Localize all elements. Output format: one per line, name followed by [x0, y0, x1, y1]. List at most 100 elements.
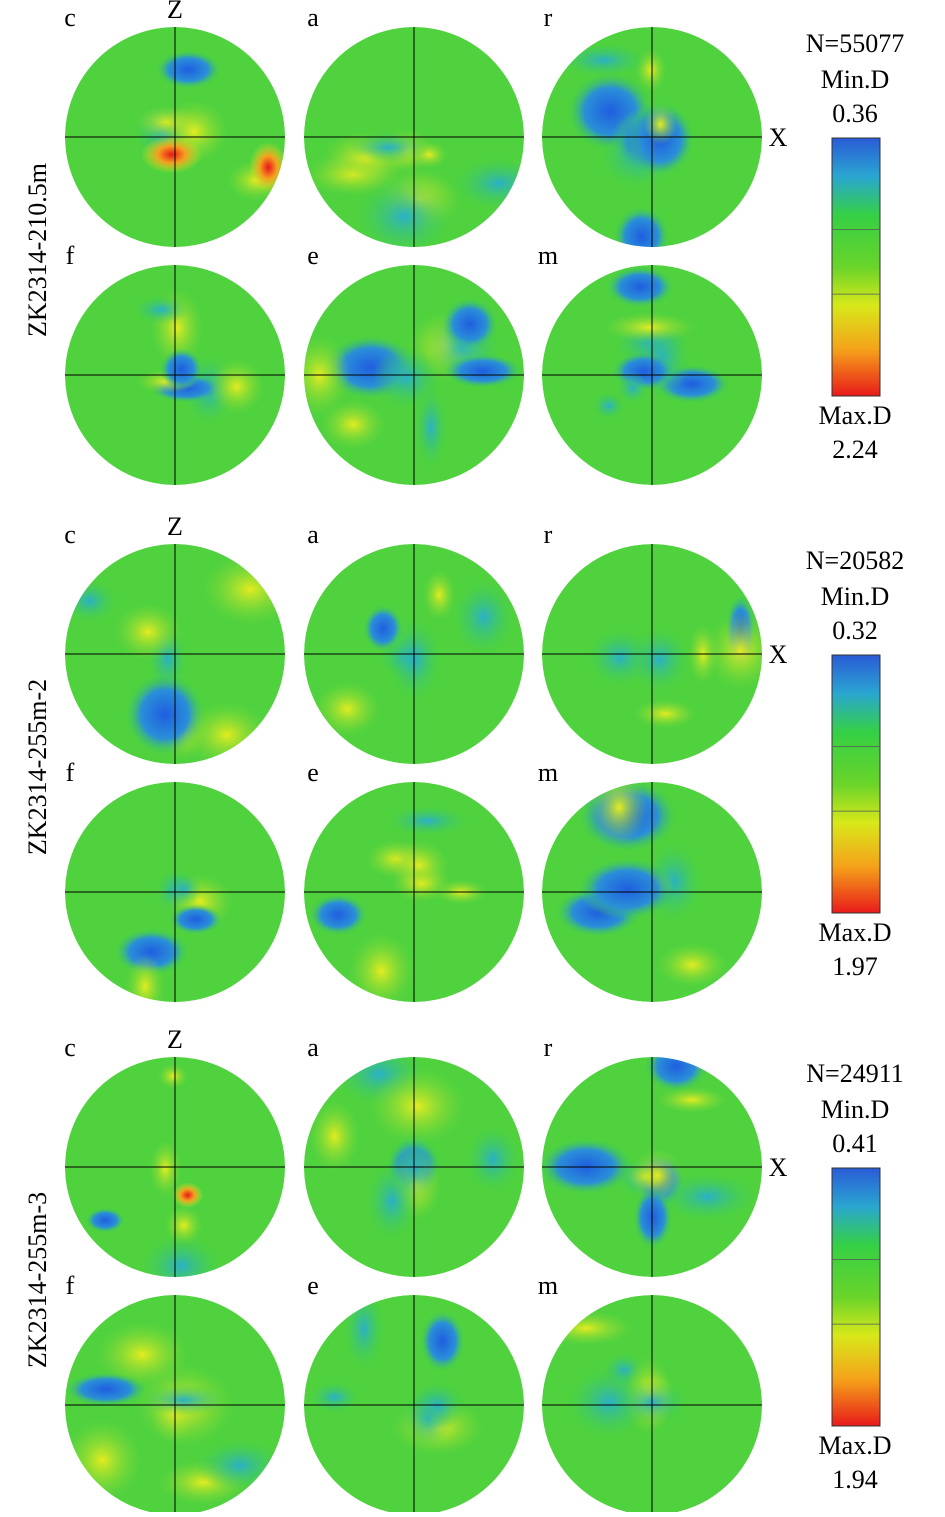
- density-blob: [613, 206, 670, 247]
- density-blob: [705, 611, 762, 691]
- density-blob: [140, 1234, 222, 1277]
- density-blob: [606, 266, 674, 308]
- density-blob: [309, 1381, 360, 1413]
- density-blob: [313, 681, 381, 737]
- density-blob: [387, 805, 469, 836]
- panel-label: f: [66, 1271, 75, 1300]
- z-label: Z: [167, 512, 183, 541]
- density-blob: [452, 579, 515, 656]
- density-blob: [304, 334, 351, 417]
- density-blob: [320, 399, 386, 450]
- x-label: X: [769, 1153, 788, 1182]
- density-blob: [659, 1172, 756, 1221]
- density-blob: [656, 1086, 728, 1114]
- density-blob: [559, 43, 648, 78]
- density-blob: [590, 782, 648, 844]
- panel-label: m: [538, 241, 558, 270]
- density-blob: [354, 176, 453, 247]
- pole-figure: [304, 27, 524, 247]
- panel-label: m: [538, 758, 558, 787]
- density-blob: [149, 1139, 182, 1198]
- panel-label: f: [66, 758, 75, 787]
- panel-label: m: [538, 1271, 558, 1300]
- density-blob: [125, 954, 166, 1002]
- panel-label: a: [307, 3, 319, 32]
- density-blob: [65, 1372, 147, 1407]
- density-blob: [155, 50, 221, 89]
- density-blob: [140, 1384, 227, 1417]
- panel-label: c: [64, 3, 76, 32]
- density-blob: [343, 1295, 384, 1370]
- max-label: Max.D: [819, 401, 892, 430]
- density-blob: [169, 904, 223, 935]
- density-blob: [133, 295, 189, 324]
- density-blob: [159, 347, 203, 391]
- panel-label: f: [66, 241, 75, 270]
- density-blob: [347, 131, 430, 164]
- panel-label: a: [307, 1033, 319, 1062]
- density-blob: [65, 1418, 142, 1502]
- density-blob: [309, 894, 368, 936]
- density-blob: [165, 872, 202, 906]
- sample-label: ZK2314-210.5m: [23, 163, 52, 337]
- panel-label: e: [307, 241, 319, 270]
- min-label: Min.D: [821, 65, 890, 94]
- colorbar: [831, 137, 881, 397]
- pole-figure: [542, 1295, 762, 1515]
- density-blob: [656, 942, 728, 988]
- density-blob: [616, 372, 649, 404]
- density-blob: [578, 858, 677, 920]
- min-value: 0.41: [832, 1129, 878, 1158]
- x-label: X: [769, 123, 788, 152]
- n-count: N=24911: [806, 1059, 903, 1088]
- pole-figure: [542, 265, 762, 485]
- max-label: Max.D: [819, 1431, 892, 1460]
- density-blob: [249, 142, 285, 193]
- pole-figure: [542, 27, 762, 247]
- density-blob: [196, 1439, 283, 1492]
- min-label: Min.D: [821, 1095, 890, 1124]
- min-label: Min.D: [821, 582, 890, 611]
- density-blob: [633, 1186, 673, 1249]
- sample-label: ZK2314-255m-2: [23, 679, 52, 855]
- min-value: 0.32: [832, 616, 878, 645]
- panel-label: r: [544, 3, 553, 32]
- colorbar: [831, 654, 881, 914]
- sample-label: ZK2314-255m-3: [23, 1192, 52, 1368]
- density-blob: [410, 1381, 466, 1430]
- pole-figure: [304, 1057, 524, 1277]
- density-blob: [172, 1182, 204, 1208]
- density-blob: [465, 1126, 521, 1193]
- density-blob: [415, 386, 447, 469]
- max-value: 1.97: [832, 952, 878, 981]
- pole-figure: [542, 544, 762, 764]
- density-blob: [65, 579, 117, 623]
- pole-figure: [65, 27, 285, 247]
- panel-label: e: [307, 1271, 319, 1300]
- density-blob: [348, 932, 415, 1002]
- colorbar: [831, 1167, 881, 1427]
- min-value: 0.36: [832, 99, 878, 128]
- density-blob: [208, 358, 265, 415]
- pole-figure: [65, 1295, 285, 1515]
- density-blob: [542, 1310, 634, 1346]
- density-blob: [309, 1099, 360, 1173]
- x-label: X: [769, 640, 788, 669]
- density-blob: [629, 627, 690, 692]
- density-blob: [633, 699, 698, 729]
- pole-figure: [304, 265, 524, 485]
- density-blob: [644, 1057, 708, 1092]
- density-blob: [602, 312, 696, 343]
- density-blob: [592, 391, 625, 420]
- density-blob: [420, 1310, 465, 1372]
- density-blob: [157, 1063, 189, 1089]
- n-count: N=20582: [806, 546, 904, 575]
- pole-figure: [542, 1057, 762, 1277]
- pole-figure: [65, 782, 285, 1002]
- pole-figure: [304, 1295, 524, 1515]
- max-value: 2.24: [832, 435, 878, 464]
- density-blob: [643, 103, 678, 145]
- z-label: Z: [167, 1025, 183, 1054]
- density-blob: [444, 353, 522, 388]
- pole-figure: [65, 265, 285, 485]
